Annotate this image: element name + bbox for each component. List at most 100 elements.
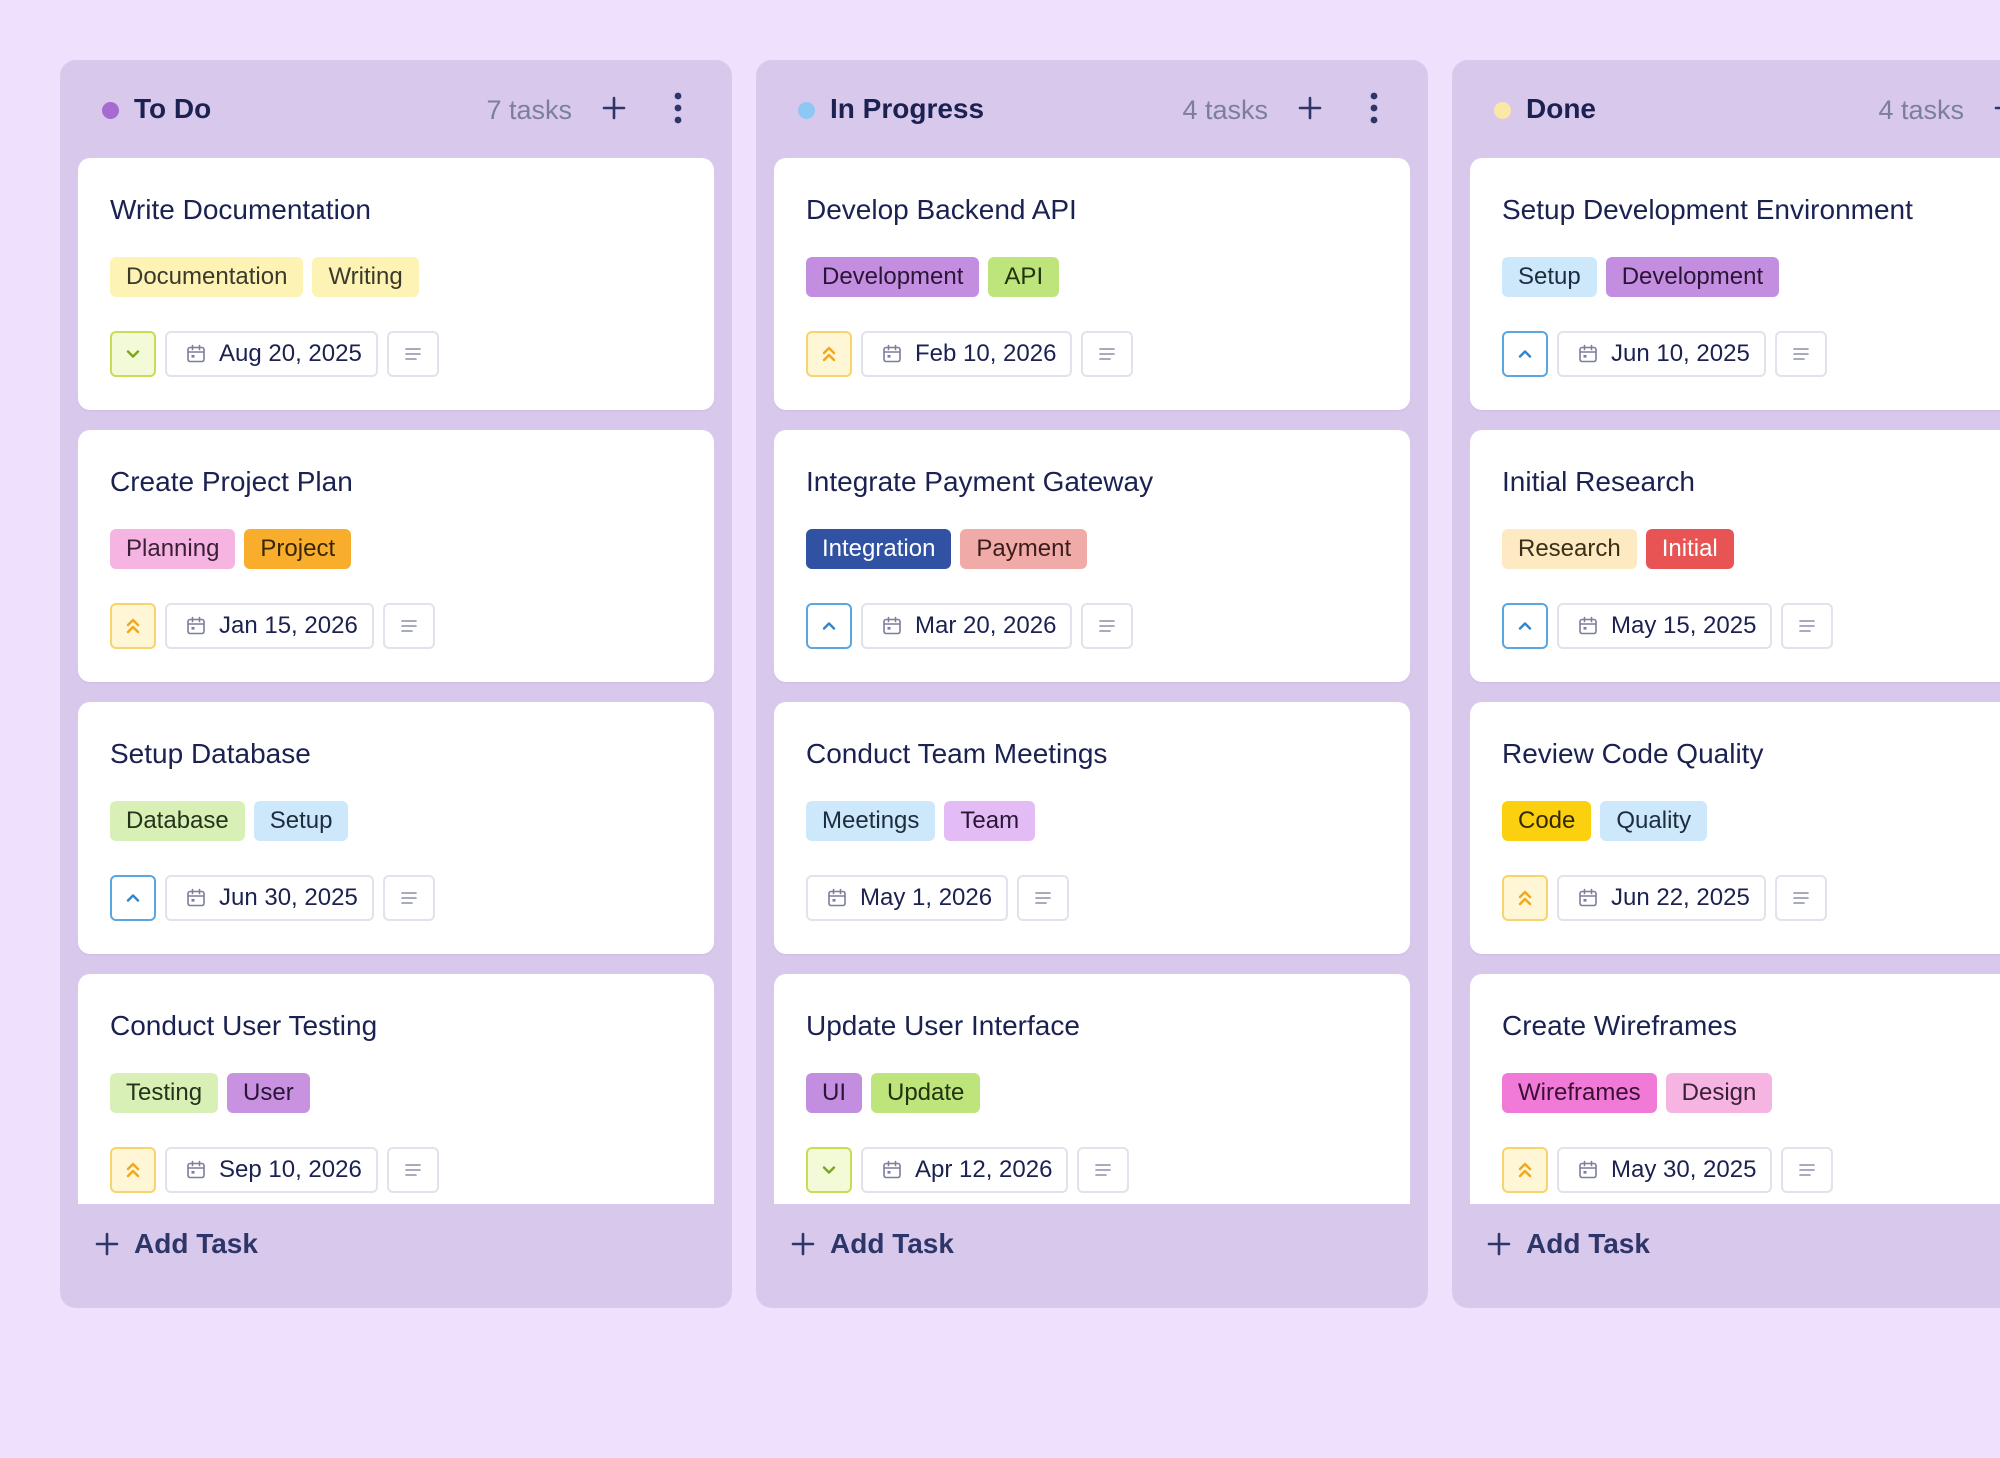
priority-button[interactable] xyxy=(1502,603,1548,649)
due-date-button[interactable]: Sep 10, 2026 xyxy=(165,1147,378,1193)
tag[interactable]: Planning xyxy=(110,529,236,569)
description-button[interactable] xyxy=(1774,331,1827,377)
tag[interactable]: Setup xyxy=(1502,257,1597,297)
task-card[interactable]: Write Documentation Documentation Writing A… xyxy=(78,158,714,410)
tag[interactable]: Meetings xyxy=(806,801,936,841)
more-vertical-icon[interactable] xyxy=(1362,90,1386,126)
description-button[interactable] xyxy=(382,875,435,921)
card-title: Integrate Payment Gateway xyxy=(806,466,1154,497)
task-card[interactable]: Setup Development Environment Setup Develo… xyxy=(1470,158,2000,410)
due-date-button[interactable]: May 1, 2026 xyxy=(806,875,1009,921)
plus-icon xyxy=(1487,1232,1511,1256)
description-button[interactable] xyxy=(382,603,435,649)
description-button[interactable] xyxy=(1774,875,1827,921)
tag[interactable]: Update xyxy=(871,1073,981,1113)
column-in-progress: In Progress 4 tasks Develop Backend API D… xyxy=(756,60,1428,1308)
tag[interactable]: Integration xyxy=(806,529,952,569)
double-chevron-up-icon xyxy=(1515,887,1535,909)
card-meta: Aug 20, 2025 xyxy=(110,330,439,378)
task-card[interactable]: Initial Research Research Initial May 15, 2… xyxy=(1470,430,2000,682)
add-task-button[interactable]: Add Task xyxy=(94,1226,258,1262)
tag[interactable]: Testing xyxy=(110,1073,219,1113)
description-button[interactable] xyxy=(1081,603,1134,649)
task-card[interactable]: Update User Interface UI Update Apr 12, 202… xyxy=(774,974,1410,1204)
description-button[interactable] xyxy=(1081,331,1134,377)
tag[interactable]: Database xyxy=(110,801,245,841)
due-date-button[interactable]: Apr 12, 2026 xyxy=(861,1147,1069,1193)
tag[interactable]: Development xyxy=(1605,257,1780,297)
priority-button[interactable] xyxy=(806,603,852,649)
priority-button[interactable] xyxy=(806,331,852,377)
due-date-button[interactable]: Jun 22, 2025 xyxy=(1557,875,1766,921)
card-meta: Jan 15, 2026 xyxy=(110,602,435,650)
plus-icon xyxy=(95,1232,119,1256)
text-lines-icon xyxy=(399,617,419,635)
column-todo: To Do 7 tasks Write Documentation Documen… xyxy=(60,60,732,1308)
plus-icon[interactable] xyxy=(598,92,630,124)
due-date-button[interactable]: May 30, 2025 xyxy=(1557,1147,1773,1193)
due-date-button[interactable]: Aug 20, 2025 xyxy=(165,331,378,377)
task-card[interactable]: Conduct Team Meetings Meetings Team May 1, … xyxy=(774,702,1410,954)
column-header: In Progress 4 tasks xyxy=(756,60,1428,156)
priority-button[interactable] xyxy=(110,875,156,921)
plus-icon[interactable] xyxy=(1294,92,1326,124)
task-card[interactable]: Conduct User Testing Testing User Sep 10, 2… xyxy=(78,974,714,1204)
due-date-button[interactable]: Jun 30, 2025 xyxy=(165,875,374,921)
description-button[interactable] xyxy=(1781,1147,1834,1193)
due-date: Mar 20, 2026 xyxy=(915,612,1057,639)
tag-list: Code Quality xyxy=(1502,801,1708,841)
tag[interactable]: Writing xyxy=(312,257,419,297)
text-lines-icon xyxy=(1797,1161,1817,1179)
due-date-button[interactable]: May 15, 2025 xyxy=(1557,603,1773,649)
priority-button[interactable] xyxy=(1502,331,1548,377)
priority-button[interactable] xyxy=(110,331,156,377)
tag[interactable]: Setup xyxy=(253,801,349,841)
description-button[interactable] xyxy=(1077,1147,1130,1193)
description-button[interactable] xyxy=(1781,603,1834,649)
card-title: Write Documentation xyxy=(110,194,371,225)
priority-button[interactable] xyxy=(806,1147,852,1193)
tag[interactable]: Project xyxy=(244,529,352,569)
calendar-icon xyxy=(1577,1159,1599,1181)
card-meta: May 30, 2025 xyxy=(1502,1146,1834,1194)
description-button[interactable] xyxy=(386,331,439,377)
card-meta: Jun 22, 2025 xyxy=(1502,874,1827,922)
calendar-icon xyxy=(1577,343,1599,365)
due-date-button[interactable]: Jun 10, 2025 xyxy=(1557,331,1766,377)
add-task-button[interactable]: Add Task xyxy=(1486,1226,1650,1262)
calendar-icon xyxy=(185,887,207,909)
task-card[interactable]: Create Project Plan Planning Project Jan 15… xyxy=(78,430,714,682)
add-task-button[interactable]: Add Task xyxy=(790,1226,954,1262)
plus-icon[interactable] xyxy=(1990,92,2000,124)
text-lines-icon xyxy=(1791,345,1811,363)
more-vertical-icon[interactable] xyxy=(666,90,690,126)
tag[interactable]: User xyxy=(227,1073,310,1113)
due-date-button[interactable]: Feb 10, 2026 xyxy=(861,331,1073,377)
text-lines-icon xyxy=(1097,617,1117,635)
due-date-button[interactable]: Jan 15, 2026 xyxy=(165,603,374,649)
description-button[interactable] xyxy=(1017,875,1070,921)
task-card[interactable]: Review Code Quality Code Quality Jun 22, 20… xyxy=(1470,702,2000,954)
tag[interactable]: Code xyxy=(1502,801,1592,841)
tag[interactable]: Research xyxy=(1502,529,1637,569)
task-card[interactable]: Integrate Payment Gateway Integration Paym… xyxy=(774,430,1410,682)
tag[interactable]: UI xyxy=(806,1073,862,1113)
tag[interactable]: Wireframes xyxy=(1502,1073,1657,1113)
priority-button[interactable] xyxy=(1502,875,1548,921)
priority-button[interactable] xyxy=(110,1147,156,1193)
priority-button[interactable] xyxy=(1502,1147,1548,1193)
due-date-button[interactable]: Mar 20, 2026 xyxy=(861,603,1073,649)
tag[interactable]: Initial xyxy=(1645,529,1734,569)
priority-button[interactable] xyxy=(110,603,156,649)
tag[interactable]: API xyxy=(988,257,1060,297)
task-card[interactable]: Setup Database Database Setup Jun 30, 2025 xyxy=(78,702,714,954)
task-card[interactable]: Create Wireframes Wireframes Design May 30,… xyxy=(1470,974,2000,1204)
tag[interactable]: Development xyxy=(806,257,980,297)
tag[interactable]: Team xyxy=(944,801,1036,841)
tag[interactable]: Quality xyxy=(1600,801,1708,841)
description-button[interactable] xyxy=(386,1147,439,1193)
tag[interactable]: Documentation xyxy=(110,257,304,297)
tag[interactable]: Payment xyxy=(960,529,1088,569)
tag[interactable]: Design xyxy=(1665,1073,1773,1113)
task-card[interactable]: Develop Backend API Development API Feb 10,… xyxy=(774,158,1410,410)
